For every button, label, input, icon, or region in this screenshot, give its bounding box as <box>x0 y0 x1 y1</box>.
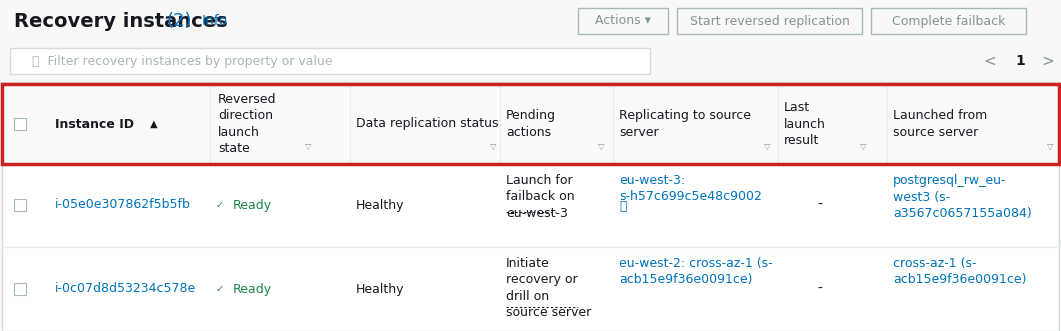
Bar <box>2 84 1059 164</box>
Text: eu-west-2: cross-az-1 (s-
acb15e9f36e0091ce): eu-west-2: cross-az-1 (s- acb15e9f36e009… <box>619 257 772 287</box>
Text: Actions ▾: Actions ▾ <box>595 15 651 27</box>
Text: Reversed
direction
launch
state: Reversed direction launch state <box>218 93 277 155</box>
Text: Ready: Ready <box>233 199 272 212</box>
Text: Initiate
recovery or
drill on
source server: Initiate recovery or drill on source ser… <box>506 257 591 319</box>
Bar <box>871 8 1026 34</box>
Text: ✓: ✓ <box>216 284 224 294</box>
Bar <box>14 283 27 295</box>
Text: ▽: ▽ <box>490 141 497 151</box>
Bar <box>10 48 650 74</box>
Text: ▽: ▽ <box>305 141 312 151</box>
Bar <box>677 8 862 34</box>
Text: Launched from
source server: Launched from source server <box>893 109 987 139</box>
Text: Last
launch
result: Last launch result <box>784 101 825 147</box>
Text: -: - <box>818 282 822 296</box>
Bar <box>2 247 1059 331</box>
Circle shape <box>213 198 227 212</box>
Text: Healthy: Healthy <box>356 282 404 296</box>
Text: Launch for
failback on
eu-west-3: Launch for failback on eu-west-3 <box>506 174 575 220</box>
Text: Pending
actions: Pending actions <box>506 109 556 139</box>
Text: Start reversed replication: Start reversed replication <box>690 15 850 27</box>
Text: postgresql_rw_eu-
west3 (s-
a3567c0657155a084): postgresql_rw_eu- west3 (s- a3567c065715… <box>893 174 1031 220</box>
Text: ▽: ▽ <box>860 141 867 151</box>
Text: -: - <box>818 198 822 212</box>
Text: Info: Info <box>202 14 228 28</box>
Text: Instance ID: Instance ID <box>55 118 134 130</box>
Text: >: > <box>1042 54 1055 69</box>
Text: eu-west-3:
s-h57c699c5e48c9002: eu-west-3: s-h57c699c5e48c9002 <box>619 174 762 204</box>
Text: ▲: ▲ <box>147 119 158 129</box>
Text: Healthy: Healthy <box>356 199 404 212</box>
Circle shape <box>213 282 227 296</box>
Text: Complete failback: Complete failback <box>892 15 1005 27</box>
Text: Ready: Ready <box>233 282 272 296</box>
Bar <box>2 84 1059 331</box>
Bar <box>2 84 1059 164</box>
Text: (2): (2) <box>167 12 192 30</box>
Text: cross-az-1 (s-
acb15e9f36e0091ce): cross-az-1 (s- acb15e9f36e0091ce) <box>893 257 1026 287</box>
Bar <box>578 8 668 34</box>
Text: ▽: ▽ <box>598 141 605 151</box>
Text: 🔍  Filter recovery instances by property or value: 🔍 Filter recovery instances by property … <box>32 55 333 68</box>
Text: ▽: ▽ <box>1047 141 1054 151</box>
Text: ⧉: ⧉ <box>619 200 626 213</box>
Bar <box>14 118 27 130</box>
Text: Replicating to source
server: Replicating to source server <box>619 109 751 139</box>
Text: i-05e0e307862f5b5fb: i-05e0e307862f5b5fb <box>55 199 191 212</box>
Bar <box>14 199 27 211</box>
Text: Recovery instances: Recovery instances <box>14 12 228 31</box>
Text: <: < <box>984 54 996 69</box>
Text: Data replication status: Data replication status <box>356 118 499 130</box>
Text: ✓: ✓ <box>216 200 224 210</box>
Text: i-0c07d8d53234c578e: i-0c07d8d53234c578e <box>55 282 196 296</box>
Bar <box>2 164 1059 247</box>
Text: ▽: ▽ <box>764 141 770 151</box>
Text: 1: 1 <box>1015 54 1025 68</box>
